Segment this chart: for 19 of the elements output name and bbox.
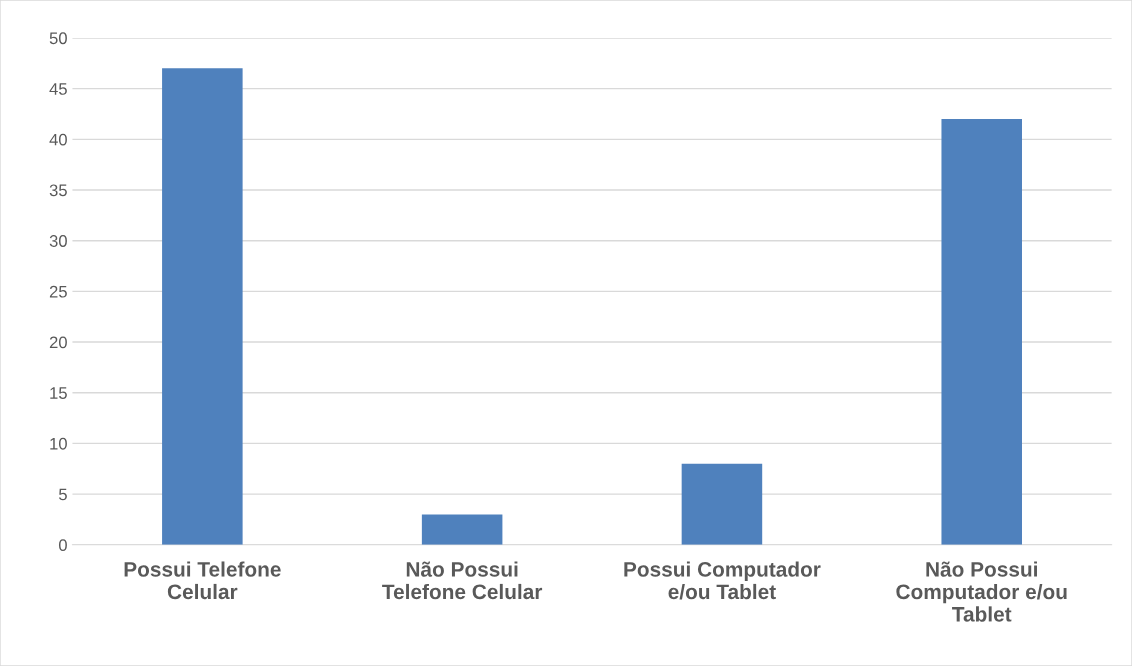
- bar: [421, 514, 503, 545]
- y-tick-label: 10: [50, 437, 67, 450]
- x-tick-label: Possui Telefone Celular: [124, 561, 281, 600]
- bar: [162, 68, 243, 545]
- y-tick-label: 50: [49, 32, 67, 45]
- y-tick-label: 5: [58, 488, 67, 501]
- x-tick-label: Não Possui Computador e/ou Tablet: [896, 561, 1067, 622]
- y-tick-label: 45: [49, 83, 67, 95]
- bar: [941, 119, 1022, 545]
- x-tick-label: Possui Computador e/ou Tablet: [624, 561, 821, 600]
- y-tick-label: 25: [49, 285, 67, 298]
- y-tick-label: 40: [49, 133, 67, 146]
- y-tick-label: 15: [50, 387, 67, 399]
- y-tick-label: 0: [58, 539, 67, 551]
- x-tick-label: Não Possui Telefone Celular: [382, 561, 543, 600]
- y-tick-label: 20: [49, 336, 67, 349]
- bar: [681, 463, 763, 545]
- y-tick-label: 35: [49, 184, 67, 197]
- y-tick-label: 30: [49, 235, 67, 247]
